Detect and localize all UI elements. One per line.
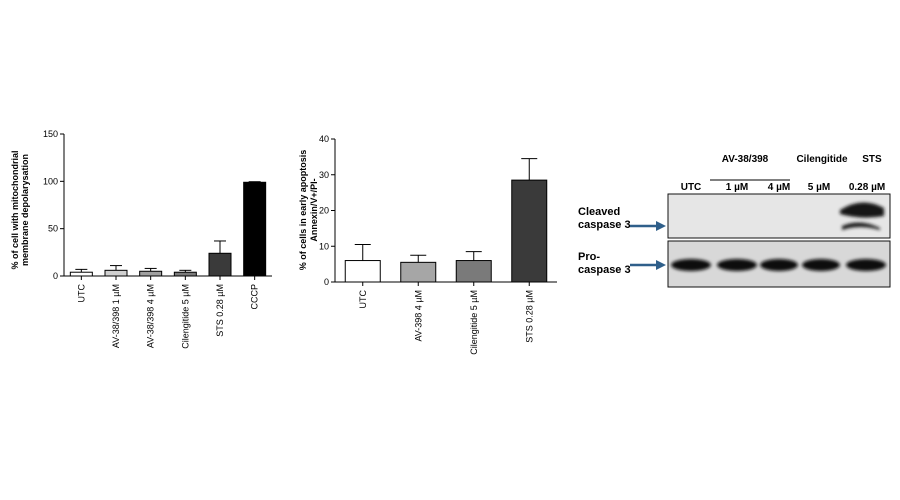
chart2-ytick-label: 30 [319, 170, 329, 180]
arrow-pro-head [656, 260, 666, 270]
chart2-ylabel-line2: Annexin/V+/PI- [309, 178, 319, 241]
chart1-xtick-label: STS 0.28 µM [215, 284, 225, 337]
chart1-ytick-label: 100 [43, 176, 58, 186]
chart1-bar [243, 181, 267, 277]
chart2-ytick-label: 10 [319, 241, 329, 251]
blot-lane-1um: 1 µM [726, 182, 748, 193]
chart2-xtick-label: Cilengitide 5 µM [469, 290, 479, 355]
chart1-ylabel-line2: membrane depolarysation [20, 154, 30, 266]
chart1-bar [173, 271, 197, 277]
chart2-axes: 0 10 20 30 40 UTC AV-398 4 µM Cilengitide 5 µM S… [319, 134, 557, 355]
chart2-xtick-label: AV-398 4 µM [413, 290, 423, 342]
chart1-ylabel-line1: % of cell with mitochondrial [10, 150, 20, 269]
chart2-ylabel-line1: % of cells in early apoptosis [298, 150, 308, 271]
chart1-xtick-label: UTC [76, 284, 86, 303]
blot-arrows [630, 221, 666, 270]
western-blot: AV-38/398 Cilengitide STS UTC 1 µM 4 µM … [578, 154, 891, 288]
blot-header-cilengitide: Cilengitide [796, 154, 848, 165]
chart2-bars [344, 158, 548, 283]
blot-lane-utc: UTC [681, 182, 702, 193]
blot-band-pro-4 [802, 259, 840, 271]
chart2-xtick-label: UTC [358, 290, 368, 309]
chart2-bar [455, 260, 492, 283]
chart1-xtick-label: AV-38/398 4 µM [146, 284, 156, 348]
chart1-axes: 0 50 100 150 UTC AV-38/398 1 µM AV-38/398 4 µM… [43, 129, 272, 349]
chart1-ytick-label: 50 [48, 224, 58, 234]
blot-band-pro-3 [760, 259, 798, 271]
blot-label-pro-line1: Pro- [578, 251, 600, 263]
chart1-xtick-label: AV-38/398 1 µM [111, 284, 121, 348]
chart1-ytick-label: 0 [53, 271, 58, 281]
blot-band-cleaved-upper [840, 202, 884, 218]
chart1-bar [104, 269, 128, 277]
chart1-bar [69, 271, 93, 277]
blot-label-cleaved-line2: caspase 3 [578, 219, 631, 231]
blot-band-pro-2 [717, 259, 757, 271]
chart2-ytick-label: 20 [319, 206, 329, 216]
arrow-cleaved-head [656, 221, 666, 231]
chart1-bar [208, 252, 232, 277]
chart1-xtick-label: CCCP [250, 284, 260, 310]
blot-band-cleaved-lower [842, 222, 880, 230]
blot-lane-4um: 4 µM [768, 182, 790, 193]
blot-label-pro-line2: caspase 3 [578, 264, 631, 276]
blot-lane-028um: 0.28 µM [849, 182, 885, 193]
blot-band-pro-1 [671, 259, 711, 271]
blot-header-av: AV-38/398 [722, 154, 769, 165]
chart2-bar [511, 179, 548, 283]
blot-band-pro-5 [846, 259, 886, 271]
chart2-bar [344, 260, 381, 283]
chart1-xtick-label: Cilengitide 5 µM [180, 284, 190, 349]
chart2-bar [400, 261, 437, 283]
chart2-ytick-label: 40 [319, 134, 329, 144]
chart1-bar [139, 270, 163, 277]
chart2-xtick-label: STS 0.28 µM [524, 290, 534, 343]
blot-label-cleaved-line1: Cleaved [578, 206, 620, 218]
chart2-ytick-label: 0 [324, 277, 329, 287]
blot-lane-5um: 5 µM [808, 182, 830, 193]
chart1-ytick-label: 150 [43, 129, 58, 139]
chart1-bars [69, 181, 267, 277]
blot-header-sts: STS [862, 154, 882, 165]
